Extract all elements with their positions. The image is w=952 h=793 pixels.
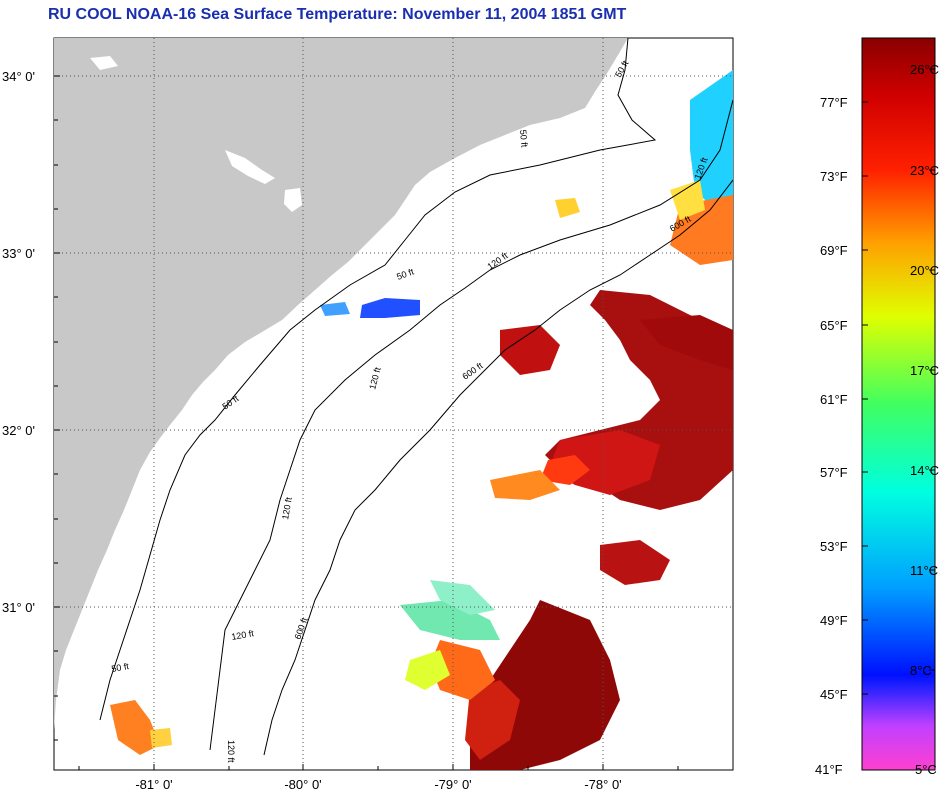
contour-600ft: [263, 179, 733, 756]
lon-label: -81° 0': [135, 777, 172, 792]
colorbar-f-label: 65°F: [820, 318, 848, 333]
lon-label: -79° 0': [434, 777, 471, 792]
lon-label: -80° 0': [284, 777, 321, 792]
sst-patches: [110, 70, 733, 770]
land-mass: [54, 38, 628, 770]
lat-label: 33° 0': [2, 246, 35, 261]
colorbar-c-label: 8°C: [910, 663, 932, 678]
colorbar-f-label: 41°F: [815, 762, 843, 777]
colorbar-f-label: 69°F: [820, 243, 848, 258]
inland-lake: [225, 150, 275, 184]
colorbar-c-label: 5°C: [915, 762, 937, 777]
contour-label: 120 ft: [280, 496, 294, 520]
colorbar-c-label: 14°C: [910, 463, 939, 478]
colorbar-c-label: 20°C: [910, 263, 939, 278]
colorbar-f-label: 61°F: [820, 392, 848, 407]
colorbar: 77°F 73°F 69°F 65°F 61°F 57°F 53°F 49°F …: [815, 37, 939, 777]
inland-lake: [90, 56, 118, 70]
frame-ticks: [54, 75, 679, 770]
lon-label: -78° 0': [584, 777, 621, 792]
lat-label: 31° 0': [2, 600, 35, 615]
contour-label: 50 ft: [111, 661, 130, 674]
colorbar-c-label: 17°C: [910, 363, 939, 378]
colorbar-f-label: 77°F: [820, 95, 848, 110]
colorbar-c-label: 26°C: [910, 62, 939, 77]
lat-label: 34° 0': [2, 69, 35, 84]
colorbar-c-label: 11°C: [910, 563, 938, 578]
colorbar-f-label: 73°F: [820, 169, 848, 184]
contour-label: 120 ft: [231, 628, 255, 642]
contour-label: 50 ft: [518, 129, 530, 148]
colorbar-f-label: 57°F: [820, 465, 848, 480]
colorbar-bar: [861, 37, 936, 771]
contour-label: 120 ft: [226, 740, 236, 763]
map-title: RU COOL NOAA-16 Sea Surface Temperature:…: [48, 6, 627, 23]
contour-50ft: [99, 38, 657, 721]
colorbar-f-label: 49°F: [820, 613, 848, 628]
colorbar-f-label: 45°F: [820, 687, 848, 702]
bathymetry-contours: [99, 38, 733, 756]
inland-lake: [284, 188, 302, 212]
lat-label: 32° 0': [2, 423, 35, 438]
contour-120ft: [209, 99, 733, 751]
colorbar-f-label: 53°F: [820, 539, 848, 554]
colorbar-c-label: 23°C: [910, 163, 939, 178]
